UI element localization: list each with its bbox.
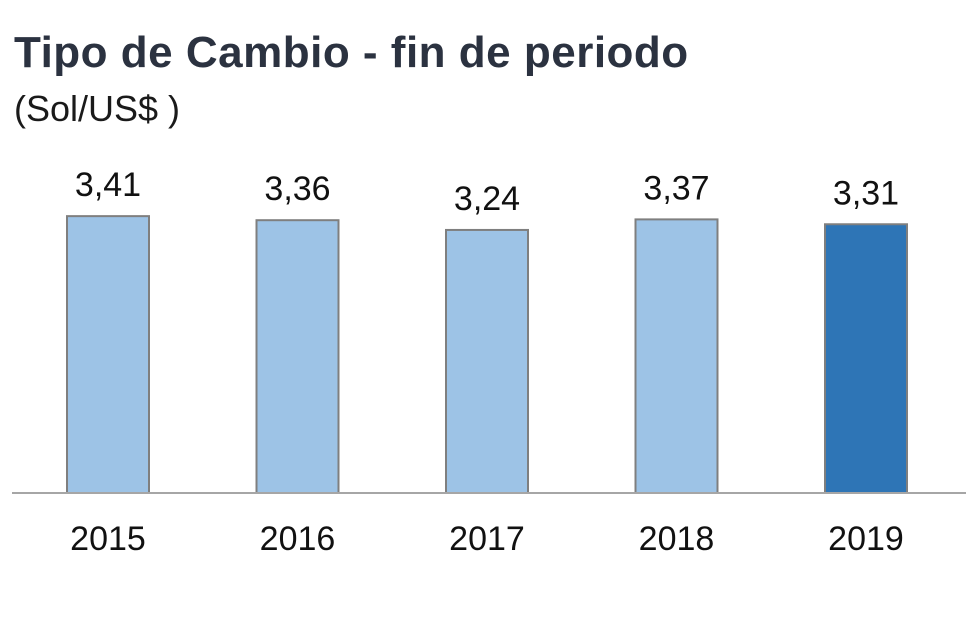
bar-2016 (255, 219, 340, 494)
x-tick-label-2018: 2018 (639, 520, 715, 558)
bar-2015 (66, 215, 150, 494)
data-label-2019: 3,31 (833, 174, 899, 212)
bar-2017 (445, 228, 529, 494)
data-label-2017: 3,24 (454, 180, 520, 218)
x-tick-label-2019: 2019 (828, 520, 904, 558)
x-tick-label-2015: 2015 (70, 520, 146, 558)
data-label-2018: 3,37 (643, 169, 709, 207)
x-tick-label-2016: 2016 (260, 520, 336, 558)
data-label-2015: 3,41 (75, 166, 141, 204)
chart-title: Tipo de Cambio - fin de periodo (14, 28, 689, 77)
bar-2018 (634, 218, 719, 494)
x-tick-label-2017: 2017 (449, 520, 525, 558)
data-label-2016: 3,36 (264, 170, 330, 208)
chart-subtitle: (Sol/US$ ) (14, 88, 181, 129)
bar-2019 (824, 223, 908, 494)
